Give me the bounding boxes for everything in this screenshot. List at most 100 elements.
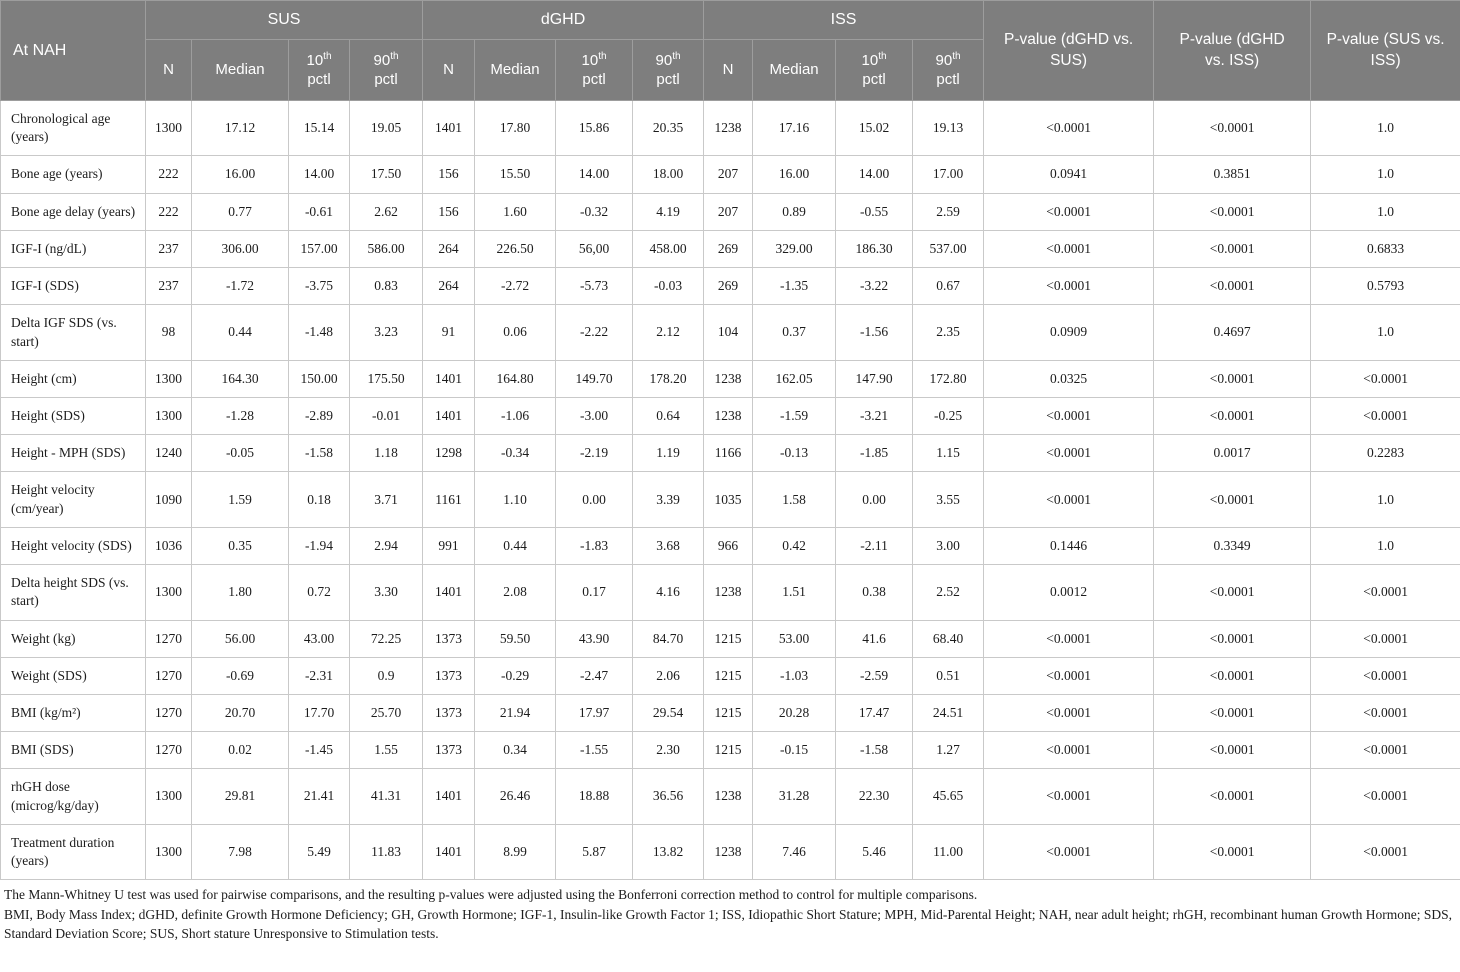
data-cell: 329.00 xyxy=(752,229,837,269)
p-value-cell: <0.0001 xyxy=(1153,192,1312,231)
data-cell: 264 xyxy=(422,267,476,306)
data-cell: 1.80 xyxy=(191,564,289,621)
data-cell: 306.00 xyxy=(191,229,289,269)
data-cell: -3.75 xyxy=(288,267,350,306)
data-cell: 0.83 xyxy=(348,267,424,306)
subheader-sus-n: N xyxy=(145,39,192,101)
data-cell: 1401 xyxy=(422,564,476,621)
data-cell: 207 xyxy=(703,155,754,194)
data-cell: 1401 xyxy=(422,768,476,825)
data-cell: 0.67 xyxy=(912,267,985,306)
p-value-cell: 0.1446 xyxy=(983,526,1155,566)
row-label: Bone age (years) xyxy=(0,155,146,194)
data-cell: 2.35 xyxy=(912,304,985,361)
p-value-cell: <0.0001 xyxy=(983,731,1155,770)
p-value-cell: <0.0001 xyxy=(1153,731,1312,770)
table-footnotes: The Mann-Whitney U test was used for pai… xyxy=(0,880,1460,952)
data-cell: 1.18 xyxy=(348,434,424,473)
p-value-cell: 0.5793 xyxy=(1310,267,1460,306)
p-value-cell: 0.2283 xyxy=(1310,434,1460,473)
p-value-cell: 0.0017 xyxy=(1153,434,1312,473)
p-value-cell: <0.0001 xyxy=(1153,359,1312,398)
data-cell: 222 xyxy=(145,155,192,194)
p-value-cell: <0.0001 xyxy=(1153,396,1312,436)
data-cell: -1.45 xyxy=(288,731,350,770)
p-value-cell: 1.0 xyxy=(1310,304,1460,361)
data-cell: -1.94 xyxy=(288,526,350,566)
p-value-cell: 0.0012 xyxy=(983,564,1155,621)
p-value-cell: <0.0001 xyxy=(1310,619,1460,658)
p-value-cell: <0.0001 xyxy=(983,434,1155,473)
data-cell: 4.16 xyxy=(632,564,705,621)
data-cell: 1238 xyxy=(703,99,754,157)
p-value-cell: <0.0001 xyxy=(983,267,1155,306)
p-value-cell: <0.0001 xyxy=(1310,359,1460,398)
data-cell: 1373 xyxy=(422,693,476,733)
table-row: IGF-I (SDS) 237 -1.72 -3.75 0.83 264 -2.72 -5.7… xyxy=(0,267,1460,306)
footnote-statistics: The Mann-Whitney U test was used for pai… xyxy=(4,887,978,903)
p-value-cell: <0.0001 xyxy=(1310,823,1460,881)
p-value-cell: 0.6833 xyxy=(1310,229,1460,269)
data-cell: 1300 xyxy=(145,768,192,825)
data-cell: 17.70 xyxy=(288,693,350,733)
p-value-cell: <0.0001 xyxy=(1153,693,1312,733)
data-cell: 1.27 xyxy=(912,731,985,770)
data-cell: 17.50 xyxy=(348,155,424,194)
p-value-header-dghd-vs-iss: P-value (dGHD vs. ISS) xyxy=(1153,0,1312,101)
data-cell: 1240 xyxy=(145,434,192,473)
subheader-iss-n: N xyxy=(703,39,754,101)
data-cell: 1.55 xyxy=(348,731,424,770)
data-cell: 537.00 xyxy=(912,229,985,269)
subheader-dghd-n: N xyxy=(422,39,476,101)
table-row: Weight (SDS) 1270 -0.69 -2.31 0.9 1373 -0.29 -2… xyxy=(0,656,1460,695)
data-cell: 149.70 xyxy=(555,359,634,398)
p-value-cell: 0.4697 xyxy=(1153,304,1312,361)
p-value-cell: <0.0001 xyxy=(1153,619,1312,658)
data-cell: 0.34 xyxy=(474,731,557,770)
data-cell: 162.05 xyxy=(752,359,837,398)
data-cell: 0.18 xyxy=(288,471,350,528)
data-cell: -2.11 xyxy=(835,526,914,566)
data-cell: 147.90 xyxy=(835,359,914,398)
p-value-cell: <0.0001 xyxy=(983,99,1155,157)
p-value-cell: <0.0001 xyxy=(1153,99,1312,157)
row-label: Height (SDS) xyxy=(0,396,146,436)
table-row: Bone age (years) 222 16.00 14.00 17.50 156 15.… xyxy=(0,155,1460,194)
data-cell: 14.00 xyxy=(288,155,350,194)
data-cell: 1090 xyxy=(145,471,192,528)
data-cell: 1373 xyxy=(422,619,476,658)
p-value-cell: <0.0001 xyxy=(1153,768,1312,825)
data-cell: -3.21 xyxy=(835,396,914,436)
data-cell: -1.48 xyxy=(288,304,350,361)
table-row: Bone age delay (years) 222 0.77 -0.61 2.62 15… xyxy=(0,192,1460,231)
data-cell: 1.60 xyxy=(474,192,557,231)
p-value-cell: <0.0001 xyxy=(1153,656,1312,695)
data-cell: 1215 xyxy=(703,656,754,695)
data-cell: 45.65 xyxy=(912,768,985,825)
data-cell: 0.38 xyxy=(835,564,914,621)
data-cell: 1401 xyxy=(422,359,476,398)
data-cell: 3.39 xyxy=(632,471,705,528)
data-cell: 2.30 xyxy=(632,731,705,770)
data-cell: 2.06 xyxy=(632,656,705,695)
data-cell: 13.82 xyxy=(632,823,705,881)
data-cell: -3.22 xyxy=(835,267,914,306)
row-label: Delta height SDS (vs. start) xyxy=(0,564,146,621)
data-cell: -0.34 xyxy=(474,434,557,473)
data-cell: 1036 xyxy=(145,526,192,566)
data-cell: 2.62 xyxy=(348,192,424,231)
data-cell: -2.72 xyxy=(474,267,557,306)
data-cell: 207 xyxy=(703,192,754,231)
data-cell: -1.56 xyxy=(835,304,914,361)
p-value-header-dghd-vs-sus: P-value (dGHD vs. SUS) xyxy=(983,0,1155,101)
data-cell: 14.00 xyxy=(555,155,634,194)
p-value-cell: <0.0001 xyxy=(983,656,1155,695)
p-value-cell: <0.0001 xyxy=(1153,823,1312,881)
data-cell: 29.54 xyxy=(632,693,705,733)
data-cell: -1.85 xyxy=(835,434,914,473)
row-label: BMI (SDS) xyxy=(0,731,146,770)
data-cell: 15.14 xyxy=(288,99,350,157)
data-cell: 1300 xyxy=(145,823,192,881)
data-cell: 17.80 xyxy=(474,99,557,157)
row-label: Height - MPH (SDS) xyxy=(0,434,146,473)
